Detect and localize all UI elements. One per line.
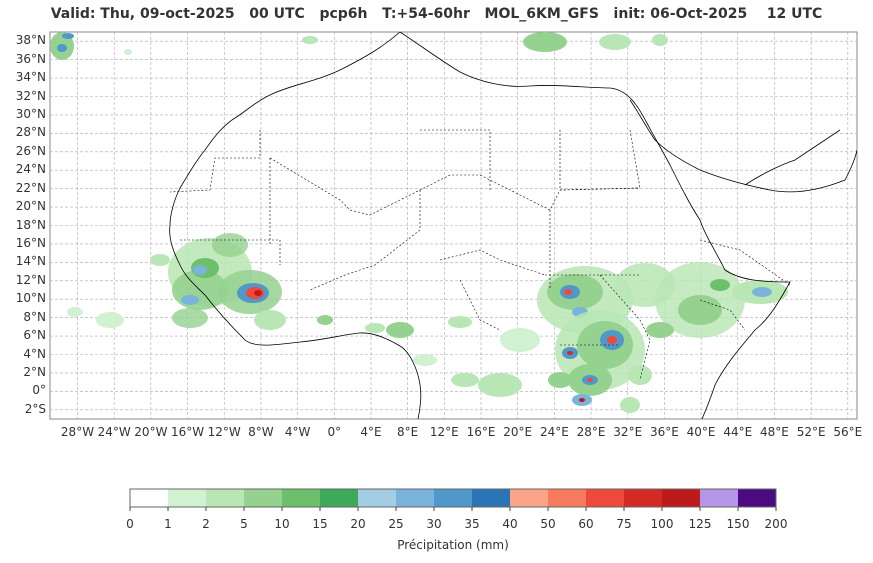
- country-borders: [169, 129, 791, 381]
- colorbar-swatch: [130, 489, 169, 507]
- lon-tick-label: 4°W: [284, 425, 311, 439]
- lon-tick-label: 40°E: [686, 425, 716, 439]
- colorbar-swatch: [358, 489, 397, 507]
- lon-tick-label: 36°E: [649, 425, 679, 439]
- colorbar-swatch: [396, 489, 435, 507]
- lon-tick-label: 20°W: [134, 425, 168, 439]
- lon-tick-label: 12°W: [207, 425, 241, 439]
- lat-tick-label: 38°N: [15, 33, 46, 48]
- colorbar: [129, 488, 777, 511]
- lat-tick-label: 32°N: [15, 88, 46, 103]
- lon-tick-label: 48°E: [760, 425, 789, 439]
- colorbar-swatch: [624, 489, 663, 507]
- lon-tick-label: 32°E: [613, 425, 643, 439]
- precipitation-field: [50, 32, 788, 413]
- map-title: Valid: Thu, 09-oct-2025 00 UTC pcp6h T:+…: [50, 6, 823, 22]
- colorbar-swatch: [320, 489, 359, 507]
- lat-tick-label: 6°N: [23, 328, 46, 343]
- lat-tick-label: 4°N: [23, 346, 46, 361]
- colorbar-swatch: [700, 489, 739, 507]
- lon-tick-label: 0°: [327, 425, 342, 439]
- lon-tick-label: 16°E: [466, 425, 496, 439]
- precip-north: [50, 32, 668, 60]
- colorbar-swatch: [244, 489, 283, 507]
- colorbar-tick-label: 20: [350, 517, 366, 531]
- lon-tick-label: 8°W: [248, 425, 274, 439]
- colorbar-tick-label: 60: [578, 517, 594, 531]
- precip-west-africa: [67, 233, 286, 330]
- coastline: [169, 32, 857, 419]
- colorbar-tick-label: 150: [726, 517, 750, 531]
- colorbar-swatch: [206, 489, 245, 507]
- lat-tick-label: 22°N: [15, 180, 46, 195]
- lon-tick-label: 56°E: [833, 425, 863, 439]
- lat-tick-label: 10°N: [15, 291, 46, 306]
- lon-tick-label: 8°E: [397, 425, 419, 439]
- lat-tick-label: 0°: [32, 383, 46, 398]
- lon-tick-label: 28°W: [60, 425, 95, 439]
- lon-tick-label: 4°E: [360, 425, 382, 439]
- lat-tick-label: 16°N: [15, 235, 46, 250]
- colorbar-tick-label: 40: [502, 517, 518, 531]
- lat-tick-label: 12°N: [15, 272, 46, 287]
- colorbar-swatch: [738, 489, 777, 507]
- colorbar-tick-label: 2: [202, 517, 210, 531]
- lon-tick-label: 24°W: [97, 425, 131, 439]
- colorbar-tick-label: 75: [616, 517, 632, 531]
- graticule: [50, 32, 857, 419]
- colorbar-swatch: [510, 489, 549, 507]
- colorbar-swatch: [472, 489, 511, 507]
- colorbar-tick-label: 125: [688, 517, 712, 531]
- colorbar-tick-label: 25: [388, 517, 404, 531]
- lat-tick-label: 34°N: [15, 70, 46, 85]
- lat-tick-label: 14°N: [15, 254, 46, 269]
- lat-tick-label: 2°S: [24, 401, 46, 416]
- colorbar-swatch: [586, 489, 625, 507]
- colorbar-swatch: [168, 489, 207, 507]
- colorbar-tick-label: 15: [312, 517, 328, 531]
- lon-tick-label: 24°E: [539, 425, 569, 439]
- lon-tick-label: 52°E: [796, 425, 826, 439]
- lon-tick-label: 28°E: [576, 425, 606, 439]
- lat-tick-label: 36°N: [15, 51, 46, 66]
- lon-tick-label: 44°E: [723, 425, 753, 439]
- lat-tick-label: 20°N: [15, 199, 46, 214]
- lat-tick-label: 8°N: [23, 309, 46, 324]
- colorbar-swatch: [662, 489, 701, 507]
- colorbar-swatch: [282, 489, 321, 507]
- lat-tick-label: 30°N: [15, 106, 46, 121]
- lat-tick-label: 24°N: [15, 162, 46, 177]
- lat-tick-label: 26°N: [15, 143, 46, 158]
- colorbar-label: Précipitation (mm): [397, 538, 509, 552]
- colorbar-tick-label: 35: [464, 517, 480, 531]
- colorbar-tick-label: 5: [240, 517, 248, 531]
- lat-tick-label: 2°N: [23, 364, 46, 379]
- lon-tick-label: 12°E: [429, 425, 459, 439]
- colorbar-tick-label: 10: [274, 517, 290, 531]
- colorbar-frame: [129, 488, 777, 508]
- colorbar-swatch: [548, 489, 587, 507]
- colorbar-tick-label: 30: [426, 517, 442, 531]
- colorbar-tick-label: 100: [650, 517, 674, 531]
- colorbar-tick-label: 50: [540, 517, 556, 531]
- precip-central-africa: [500, 266, 645, 406]
- lat-tick-label: 28°N: [15, 125, 46, 140]
- colorbar-tick-label: 1: [164, 517, 172, 531]
- lon-tick-label: 16°W: [170, 425, 205, 439]
- colorbar-swatch: [434, 489, 473, 507]
- colorbar-tick-label: 0: [126, 517, 134, 531]
- colorbar-tick-label: 200: [764, 517, 788, 531]
- lon-tick-label: 20°E: [503, 425, 533, 439]
- precip-guinea-coast: [317, 315, 522, 397]
- lat-tick-label: 18°N: [15, 217, 46, 232]
